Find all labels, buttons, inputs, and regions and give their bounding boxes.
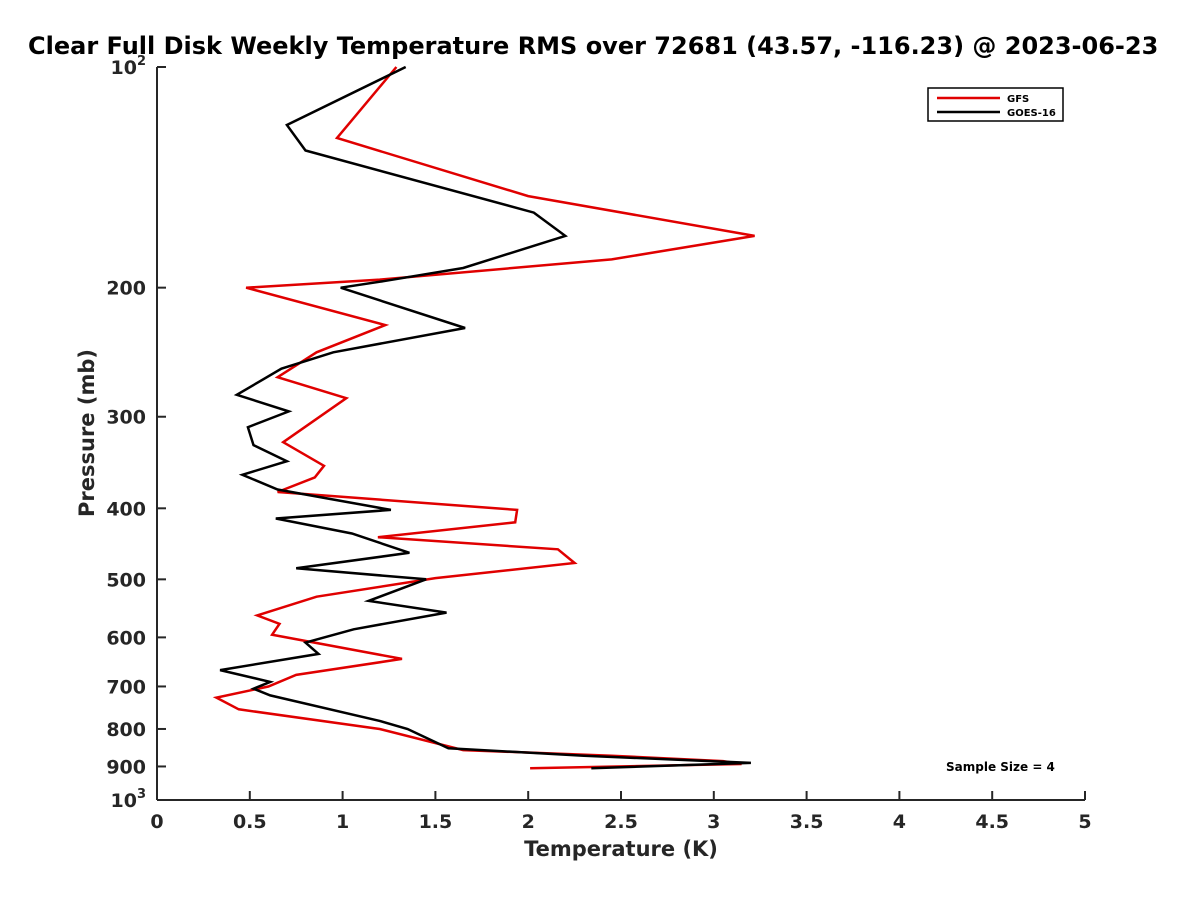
y-tick-base: 500	[106, 569, 146, 591]
legend-box	[927, 87, 1064, 122]
x-tick-label: 1.5	[419, 811, 453, 833]
legend-label: GFS	[1007, 94, 1029, 105]
x-tick-label: 3	[707, 811, 720, 833]
y-tick-label: 800	[106, 719, 146, 741]
x-tick-label: 0	[150, 811, 163, 833]
y-tick-label: 102	[111, 54, 147, 79]
x-axis-label: Temperature (K)	[524, 837, 718, 861]
x-tick-label: 0.5	[233, 811, 267, 833]
x-tick-label: 1	[336, 811, 349, 833]
x-tick-label: 2.5	[604, 811, 638, 833]
x-axis-ticks: 0 0.5 1 1.5 2 2.5 3 3.5 4 4.5 5	[150, 791, 1092, 833]
plot-background	[157, 67, 1085, 800]
plot-area	[156, 65, 1085, 801]
y-axis-label: Pressure (mb)	[75, 349, 99, 517]
y-tick-exponent: 2	[137, 54, 146, 69]
y-tick-label: 900	[106, 756, 146, 778]
x-tick-label: 5	[1078, 811, 1091, 833]
y-tick-label: 600	[106, 627, 146, 649]
legend-label: GOES-16	[1007, 108, 1056, 119]
y-tick-base: 600	[106, 627, 146, 649]
y-tick-base: 10	[111, 57, 137, 79]
sample-size-annotation: Sample Size = 4	[946, 760, 1055, 774]
y-tick-base: 700	[106, 676, 146, 698]
series-layer	[212, 65, 755, 770]
series-line-gfs	[212, 66, 755, 770]
x-tick-label: 3.5	[790, 811, 824, 833]
y-tick-base: 400	[106, 498, 146, 520]
y-tick-base: 900	[106, 756, 146, 778]
legend: GFS GOES-16	[927, 87, 1064, 122]
y-tick-label: 700	[106, 676, 146, 698]
x-tick-label: 4	[893, 811, 906, 833]
y-tick-label: 500	[106, 569, 146, 591]
y-tick-label: 103	[111, 787, 147, 812]
y-tick-label: 300	[106, 407, 146, 429]
y-tick-base: 300	[106, 407, 146, 429]
y-tick-label: 400	[106, 498, 146, 520]
y-tick-label: 200	[106, 278, 146, 300]
series-line-goes-16	[219, 65, 751, 770]
y-tick-base: 800	[106, 719, 146, 741]
chart-title: Clear Full Disk Weekly Temperature RMS o…	[28, 32, 1158, 60]
y-tick-base: 200	[106, 278, 146, 300]
x-tick-label: 4.5	[975, 811, 1009, 833]
y-tick-base: 10	[111, 790, 137, 812]
y-tick-exponent: 3	[137, 787, 146, 802]
x-tick-label: 2	[522, 811, 535, 833]
